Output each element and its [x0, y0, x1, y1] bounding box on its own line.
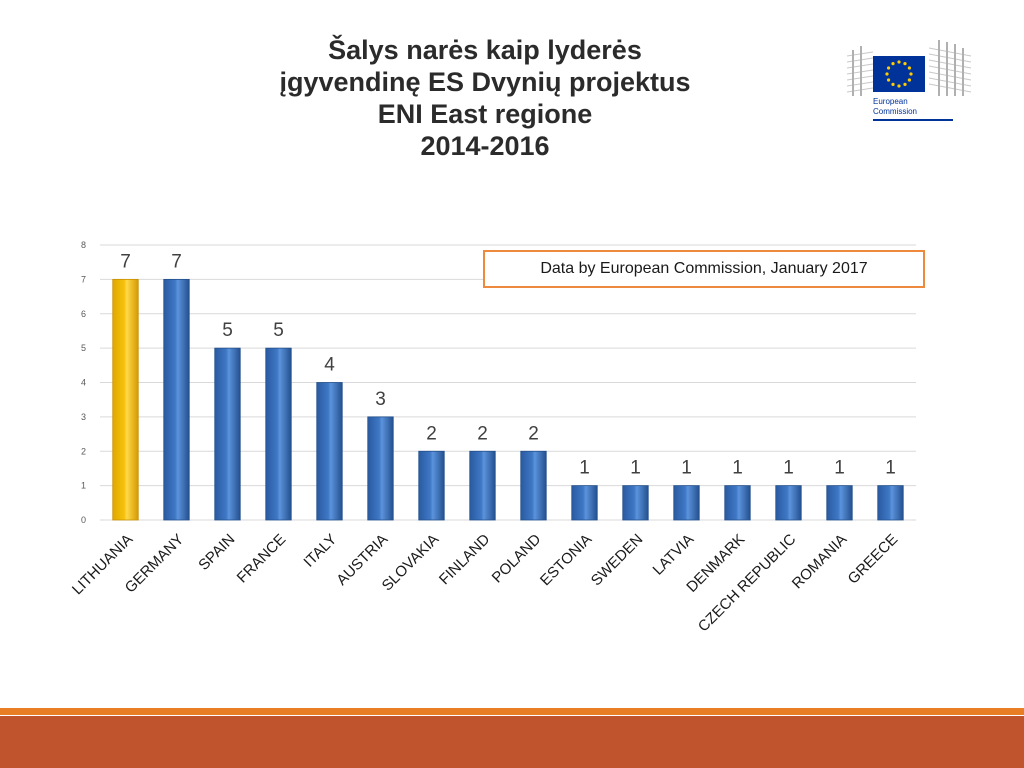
bar-austria — [367, 416, 394, 521]
data-label: 7 — [120, 251, 131, 272]
data-label: 5 — [222, 320, 233, 341]
title-line-2: įgyvendinę ES Dvynių projektus — [279, 67, 691, 97]
data-label: 2 — [477, 423, 488, 444]
bar-finland — [469, 450, 496, 521]
data-label: 2 — [528, 423, 539, 444]
footer-accent-line — [0, 708, 1024, 715]
x-tick-label: CZECH REPUBLIC — [695, 531, 800, 636]
data-label: 1 — [885, 458, 896, 479]
logo-text-line2: Commission — [873, 107, 917, 116]
x-tick-label: POLAND — [489, 531, 545, 587]
bar-latvia — [673, 485, 700, 521]
data-label: 7 — [171, 251, 182, 272]
y-tick-label: 1 — [81, 481, 86, 491]
eu-star-icon — [907, 66, 911, 70]
x-tick-label: FINLAND — [436, 531, 494, 589]
bar-estonia — [571, 485, 598, 521]
eu-star-icon — [909, 72, 913, 76]
eu-star-icon — [907, 78, 911, 82]
data-label: 1 — [834, 458, 845, 479]
y-tick-label: 5 — [81, 343, 86, 353]
y-tick-label: 4 — [81, 378, 86, 388]
footer-bar — [0, 716, 1024, 768]
eu-star-icon — [885, 72, 889, 76]
title-line-3: ENI East regione — [377, 99, 593, 129]
european-commission-logo: European Commission — [846, 40, 972, 121]
bar-slovakia — [418, 450, 445, 521]
eu-star-icon — [897, 84, 901, 88]
bar-romania — [826, 485, 853, 521]
data-label: 1 — [579, 458, 590, 479]
y-tick-label: 2 — [81, 446, 86, 456]
x-tick-label: GREECE — [845, 531, 902, 588]
bar-poland — [520, 450, 547, 521]
chart-title: Šalys narės kaip lyderės įgyvendinę ES D… — [200, 34, 770, 162]
bar-italy — [316, 382, 343, 521]
eu-star-icon — [891, 62, 895, 66]
bar-lithuania — [112, 278, 139, 521]
logo-text-line1: European — [873, 97, 908, 106]
eu-star-icon — [891, 82, 895, 86]
eu-star-icon — [887, 66, 891, 70]
data-label: 1 — [681, 458, 692, 479]
y-tick-label: 6 — [81, 309, 86, 319]
data-label: 2 — [426, 423, 437, 444]
bar-spain — [214, 347, 241, 521]
x-tick-label: ITALY — [300, 531, 340, 571]
y-tick-label: 0 — [81, 515, 86, 525]
y-tick-label: 8 — [81, 240, 86, 250]
title-line-1: Šalys narės kaip lyderės — [328, 35, 642, 65]
bar-czech-republic — [775, 485, 802, 521]
title-line-4: 2014-2016 — [420, 131, 550, 161]
bar-sweden — [622, 485, 649, 521]
x-tick-label: ESTONIA — [537, 531, 595, 589]
eu-star-icon — [903, 82, 907, 86]
bar-greece — [877, 485, 904, 521]
x-tick-label: FRANCE — [234, 531, 290, 587]
eu-star-icon — [887, 78, 891, 82]
data-label: 5 — [273, 320, 284, 341]
data-label: 1 — [732, 458, 743, 479]
bar-denmark — [724, 485, 751, 521]
x-tick-label: SPAIN — [195, 531, 238, 574]
data-label: 4 — [324, 355, 335, 376]
y-tick-label: 3 — [81, 412, 86, 422]
data-label: 3 — [375, 389, 386, 410]
source-note: Data by European Commission, January 201… — [483, 250, 925, 288]
bar-france — [265, 347, 292, 521]
data-label: 1 — [630, 458, 641, 479]
y-tick-label: 7 — [81, 274, 86, 284]
x-tick-label: SWEDEN — [588, 531, 647, 590]
eu-star-icon — [903, 62, 907, 66]
x-tick-label: ROMANIA — [789, 531, 851, 593]
data-label: 1 — [783, 458, 794, 479]
eu-star-icon — [897, 60, 901, 64]
x-tick-label: LATVIA — [650, 531, 698, 579]
bar-germany — [163, 278, 190, 521]
